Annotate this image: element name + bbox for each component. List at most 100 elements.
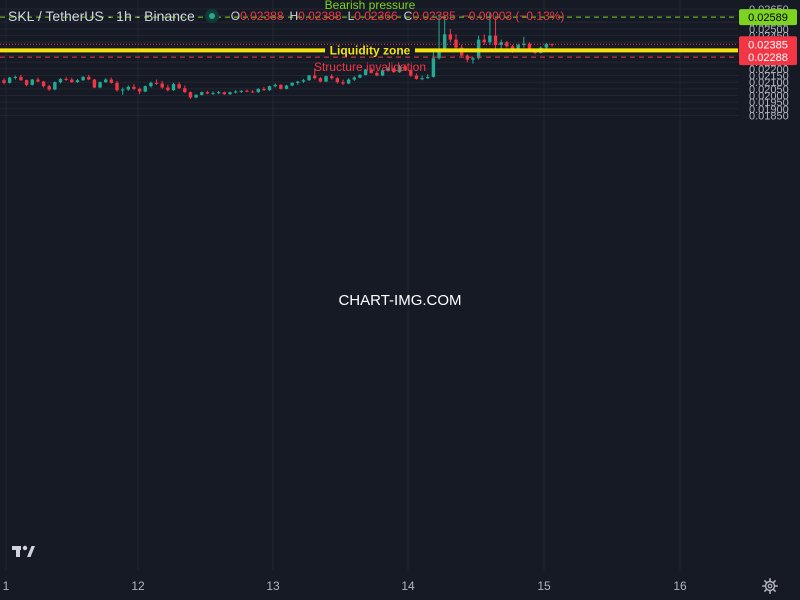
liquidity-zone-label-bg (325, 43, 415, 58)
candle (369, 67, 373, 74)
candle (414, 73, 419, 80)
candle-body (363, 69, 368, 75)
candle (13, 75, 17, 80)
candle (87, 74, 91, 81)
candle-body (222, 92, 227, 95)
time-tick-label: 14 (401, 579, 415, 593)
candle-body (307, 75, 311, 81)
candle (346, 78, 351, 85)
candle (47, 84, 51, 91)
candle-body (36, 79, 40, 82)
candle-body (437, 48, 441, 59)
candle (211, 91, 215, 95)
candle-body (205, 92, 210, 94)
candle (24, 79, 29, 87)
bearish-pressure-label: Bearish pressure (325, 0, 416, 12)
bearish-pressure-price-label: 0.02589 (748, 12, 788, 24)
candle-body (341, 82, 345, 84)
candle-body (516, 44, 520, 51)
price-tick-label: 0.02100 (749, 77, 789, 89)
candle-body (544, 43, 549, 48)
candle-body (188, 92, 193, 98)
candle (318, 76, 323, 83)
candle-body (154, 82, 159, 84)
candle-body (177, 84, 181, 89)
candle-body (239, 90, 243, 92)
candle (426, 74, 430, 79)
grid (0, 0, 738, 570)
candle (488, 12, 492, 45)
candle (239, 90, 243, 93)
candle-body (41, 81, 46, 87)
candle-body (115, 82, 119, 91)
price-tick-label: 0.02200 (749, 64, 789, 76)
candle-body (120, 89, 125, 91)
candle (160, 80, 164, 89)
candle (341, 79, 345, 85)
candle-body (109, 79, 114, 83)
candle (431, 48, 436, 78)
candle (476, 35, 481, 60)
candle-body (2, 80, 6, 83)
candle (335, 76, 340, 84)
candle (228, 91, 232, 95)
candle (279, 84, 283, 90)
price-axis[interactable]: 0.026500.026000.025500.025000.024500.024… (739, 4, 797, 122)
candle (296, 80, 300, 85)
last-price-label: 0.02385 (748, 39, 788, 51)
candle (120, 87, 125, 95)
candle-body (104, 79, 108, 83)
candle-body (92, 79, 97, 88)
candle-body (522, 43, 526, 45)
candle (380, 69, 385, 77)
candle-body (98, 82, 102, 88)
candle (290, 82, 294, 87)
candle-body (465, 55, 469, 60)
time-axis[interactable]: 1 12 13 14 15 16 (3, 579, 687, 593)
candle (64, 76, 68, 81)
candle-body (318, 78, 323, 82)
candle (403, 64, 407, 71)
candle (392, 67, 396, 73)
candle-body (279, 84, 283, 89)
candle (188, 91, 193, 99)
candle-body (324, 76, 328, 82)
price-tick-label: 0.01900 (749, 104, 789, 116)
structure-invalidation-price-label: 0.02288 (748, 52, 788, 64)
candle (217, 90, 221, 95)
candle-body (132, 86, 136, 89)
candle-body (13, 76, 17, 78)
time-tick-label: 16 (673, 579, 687, 593)
market-status-icon[interactable] (204, 9, 219, 23)
candle (149, 81, 153, 88)
candle (115, 80, 119, 92)
candle (132, 84, 136, 91)
candle (301, 78, 306, 83)
candle (7, 76, 12, 84)
candle (30, 78, 34, 86)
price-tick-label: 0.02050 (749, 84, 789, 96)
tradingview-logo-icon[interactable] (8, 538, 38, 564)
candle (126, 85, 130, 91)
price-tick-label: 0.02000 (749, 91, 789, 103)
candle-body (273, 84, 277, 87)
price-tick-label: 0.01850 (749, 110, 789, 122)
ohlc-close: C0.02385 (403, 9, 456, 23)
candle-body (346, 79, 351, 84)
candle (505, 40, 509, 48)
candle (352, 76, 356, 81)
candle-body (403, 66, 407, 71)
candle-body (375, 72, 379, 76)
symbol-title[interactable]: SKL / TetherUS · 1h · Binance (8, 8, 195, 24)
gear-icon[interactable] (762, 578, 778, 594)
liquidity-zone-label: Liquidity zone (330, 43, 411, 57)
candle-body (217, 92, 221, 94)
candle-body (471, 58, 475, 60)
candle (41, 80, 46, 88)
bearish-pressure-price-tag (739, 9, 797, 26)
candle (137, 87, 142, 95)
candle-body (47, 86, 51, 90)
candle (70, 77, 74, 83)
candle-body (488, 35, 492, 43)
